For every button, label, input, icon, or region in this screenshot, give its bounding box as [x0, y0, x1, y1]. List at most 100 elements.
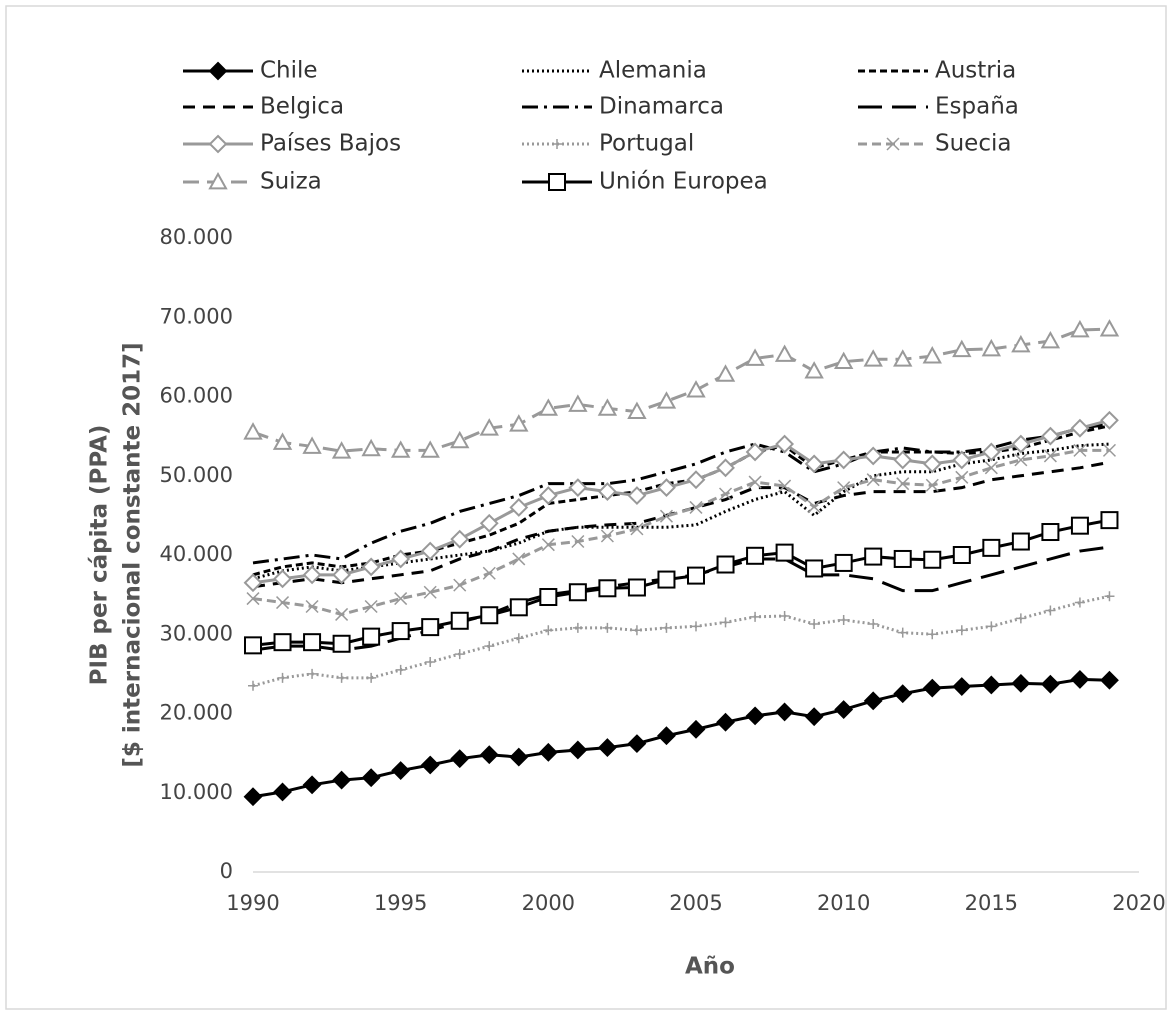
legend-label: España: [935, 94, 1019, 120]
marker: [834, 450, 854, 470]
marker: [863, 349, 883, 367]
marker: [627, 486, 647, 505]
marker: [1100, 410, 1119, 430]
marker: [627, 734, 647, 754]
marker: [805, 559, 824, 578]
chart-border: [5, 5, 1167, 1010]
marker: [1070, 670, 1090, 689]
marker: [1040, 674, 1060, 694]
marker: [804, 454, 824, 474]
y-tick-label: 20.000: [160, 701, 233, 725]
marker: [538, 398, 559, 416]
marker: [866, 473, 880, 487]
marker: [366, 672, 377, 683]
legend-marker: [208, 171, 228, 190]
marker: [273, 633, 292, 652]
marker: [538, 742, 558, 762]
marker: [479, 745, 499, 765]
marker: [568, 583, 587, 602]
legend-label: Portugal: [599, 131, 694, 157]
legend-marker: [552, 139, 562, 149]
x-tick-label: 1995: [374, 891, 427, 915]
marker: [779, 611, 790, 622]
marker: [1073, 443, 1087, 457]
marker: [543, 625, 554, 636]
marker: [716, 555, 735, 574]
marker: [661, 622, 672, 633]
marker: [745, 442, 765, 462]
marker: [336, 672, 347, 683]
marker: [952, 546, 971, 564]
marker: [244, 636, 262, 655]
marker: [833, 351, 854, 370]
marker: [597, 482, 617, 502]
marker: [863, 446, 883, 466]
marker: [657, 570, 676, 589]
marker: [659, 509, 673, 523]
x-tick-label: 2015: [965, 891, 1018, 915]
legend-label: Suiza: [260, 169, 322, 195]
marker: [1011, 673, 1031, 693]
marker: [809, 618, 820, 629]
marker: [600, 529, 614, 543]
marker: [775, 543, 794, 562]
marker: [748, 475, 762, 489]
marker: [868, 618, 879, 629]
marker: [571, 534, 585, 549]
marker: [273, 569, 292, 589]
marker: [538, 486, 558, 505]
x-tick-label: 2010: [817, 891, 870, 915]
marker: [896, 477, 910, 491]
marker: [454, 649, 465, 660]
marker: [246, 592, 260, 606]
marker: [984, 461, 998, 475]
legend-label: Unión Europea: [599, 169, 768, 195]
marker: [421, 618, 440, 637]
marker: [897, 627, 908, 638]
marker: [750, 611, 761, 622]
marker: [509, 414, 529, 432]
marker: [952, 450, 972, 470]
legend-label: Dinamarca: [599, 94, 724, 120]
legend-label: Países Bajos: [260, 131, 401, 157]
marker: [1074, 597, 1085, 608]
marker: [982, 538, 1001, 557]
marker: [425, 656, 436, 667]
marker: [955, 470, 969, 484]
marker: [509, 598, 528, 617]
marker: [302, 436, 322, 454]
marker: [838, 614, 849, 625]
marker: [361, 768, 381, 788]
marker: [1045, 605, 1056, 616]
series-line: [252, 448, 1110, 616]
marker: [568, 394, 588, 412]
marker: [362, 627, 381, 646]
marker: [837, 481, 851, 495]
y-tick-label: 40.000: [160, 542, 233, 566]
marker: [305, 599, 319, 614]
marker: [689, 500, 703, 514]
y-tick-label: 60.000: [160, 384, 233, 408]
legend-marker: [208, 61, 228, 81]
legend-marker: [886, 137, 900, 151]
marker: [775, 434, 795, 454]
marker: [863, 691, 883, 711]
marker: [272, 432, 293, 450]
marker: [1014, 453, 1028, 467]
marker: [479, 418, 499, 436]
x-tick-label: 1990: [226, 891, 279, 915]
y-axis-label: [$ internacional constante 2017]: [120, 342, 146, 767]
marker: [391, 549, 411, 569]
marker: [243, 573, 263, 593]
marker: [716, 458, 735, 478]
marker: [981, 442, 1001, 462]
marker: [986, 621, 997, 632]
y-tick-label: 70.000: [160, 304, 233, 328]
marker: [981, 338, 1002, 357]
marker: [332, 565, 352, 585]
legend-label: Alemania: [599, 58, 707, 84]
marker: [807, 500, 821, 514]
y-axis-label: PIB per cápita (PPA): [87, 425, 113, 686]
marker: [568, 478, 588, 498]
